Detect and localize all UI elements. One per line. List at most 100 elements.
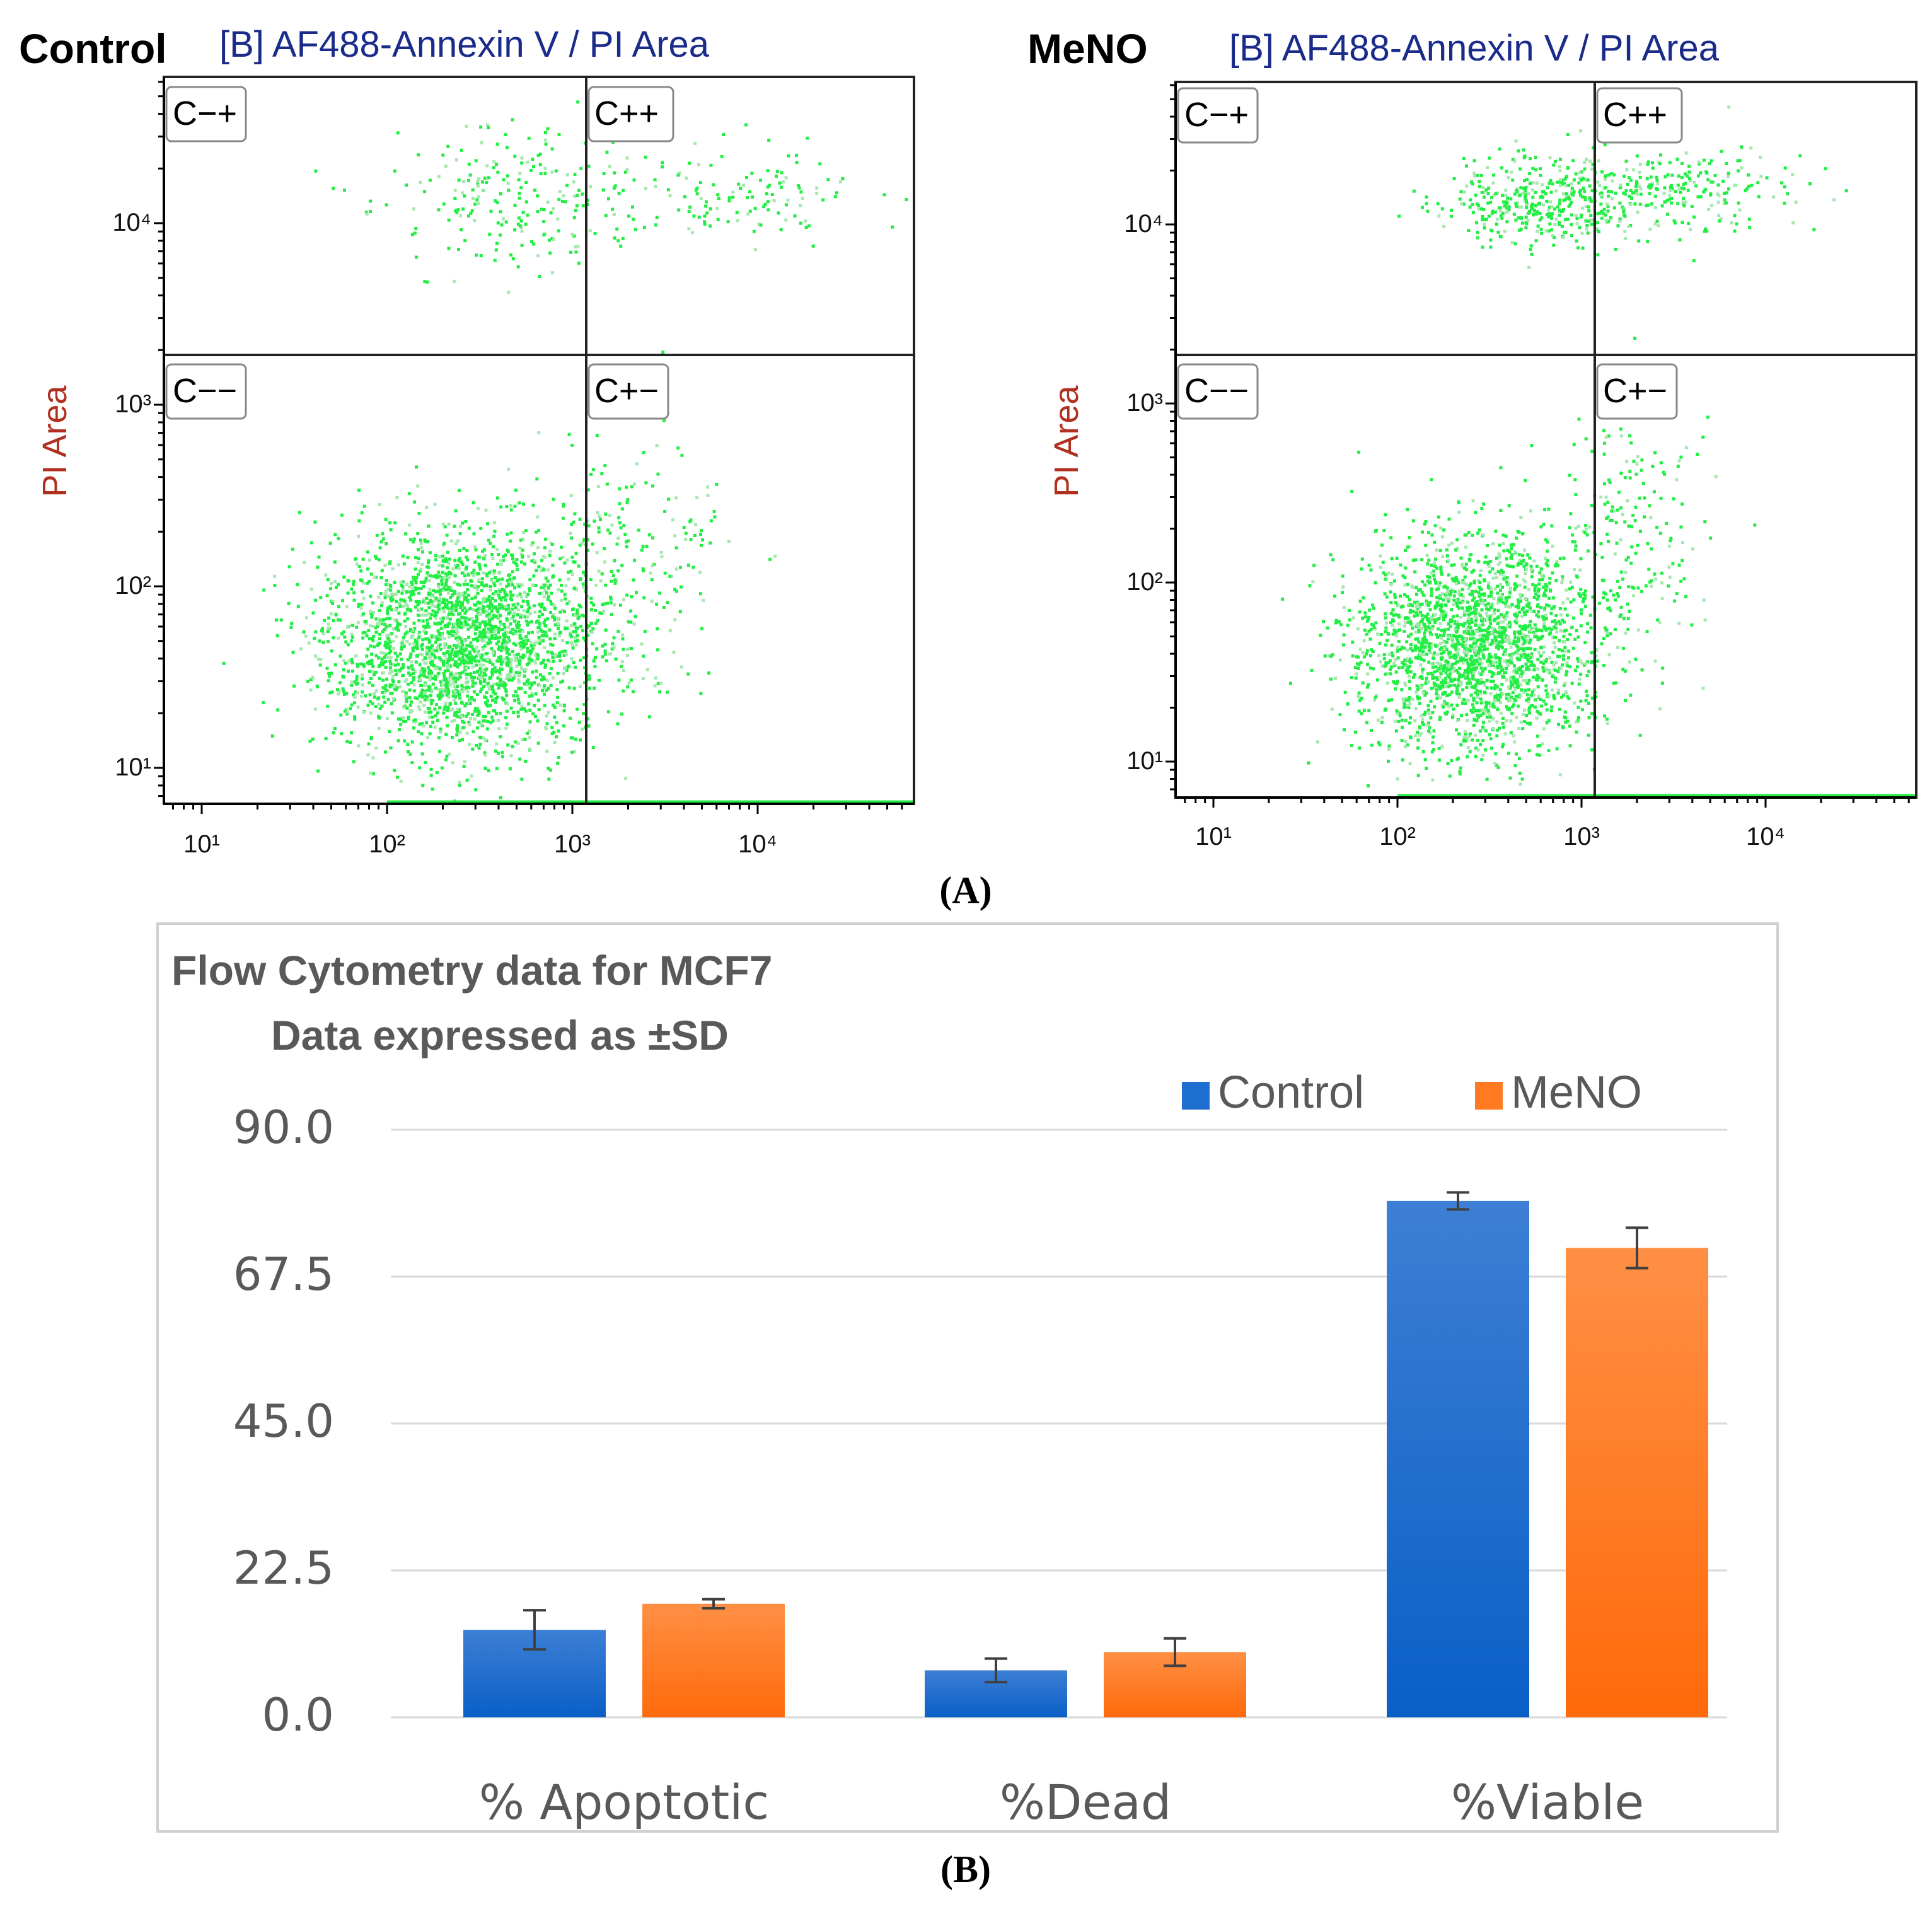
scatter-point <box>660 551 663 554</box>
scatter-point <box>427 612 431 615</box>
scatter-point <box>565 184 569 187</box>
scatter-point <box>276 709 279 712</box>
scatter-point <box>1580 557 1583 560</box>
scatter-point <box>482 557 485 560</box>
scatter-point <box>575 552 578 555</box>
scatter-point <box>1517 562 1520 565</box>
scatter-point <box>528 687 531 690</box>
scatter-point <box>524 738 527 741</box>
scatter-point <box>1411 698 1414 701</box>
scatter-point <box>565 584 568 588</box>
y-tick-label: 10¹ <box>115 753 151 781</box>
scatter-point <box>1639 734 1642 737</box>
scatter-point <box>522 600 525 603</box>
scatter-point <box>353 701 356 704</box>
scatter-point <box>1565 673 1568 676</box>
scatter-point <box>1583 641 1587 644</box>
scatter-point <box>518 501 521 504</box>
scatter-point <box>376 697 379 700</box>
scatter-point <box>1397 666 1401 670</box>
scatter-point <box>1455 614 1459 617</box>
scatter-point <box>1467 746 1470 749</box>
scatter-point <box>456 639 459 642</box>
scatter-point <box>314 630 317 634</box>
scatter-point <box>611 642 614 645</box>
scatter-point <box>1495 734 1498 738</box>
scatter-point <box>311 738 315 741</box>
scatter-point <box>551 564 554 567</box>
scatter-point <box>309 688 313 692</box>
scatter-point <box>439 617 443 620</box>
scatter-point <box>385 689 388 692</box>
scatter-point <box>479 527 482 530</box>
scatter-point <box>1442 651 1445 654</box>
y-tick-label: 10² <box>115 572 151 600</box>
scatter-point <box>462 547 465 550</box>
scatter-point <box>389 746 392 750</box>
scatter-point <box>402 588 405 591</box>
scatter-point <box>458 601 461 604</box>
scatter-point <box>537 431 540 434</box>
scatter-point <box>381 569 384 572</box>
scatter-point <box>342 659 345 662</box>
scatter-point <box>378 558 381 561</box>
scatter-point <box>574 640 577 643</box>
scatter-point <box>460 715 463 718</box>
scatter-point <box>1383 653 1386 656</box>
scatter-point <box>436 637 439 640</box>
scatter-point <box>499 735 502 738</box>
scatter-point <box>1316 740 1319 743</box>
scatter-point <box>1492 717 1495 721</box>
scatter-point <box>409 704 412 707</box>
scatter-point <box>475 664 478 667</box>
scatter-point <box>444 702 448 705</box>
scatter-point <box>1623 617 1626 620</box>
scatter-point <box>484 715 487 718</box>
scatter-point <box>486 699 489 702</box>
scatter-point <box>520 560 523 564</box>
scatter-point <box>385 684 388 687</box>
scatter-point <box>369 737 373 740</box>
scatter-point <box>1406 546 1409 549</box>
scatter-point <box>483 767 487 770</box>
scatter-point <box>690 538 693 541</box>
scatter-point <box>1382 561 1385 564</box>
scatter-point <box>1528 624 1531 627</box>
scatter-point <box>557 672 560 675</box>
scatter-point <box>1519 516 1522 519</box>
scatter-point <box>1495 557 1498 560</box>
scatter-point <box>442 598 445 601</box>
scatter-point <box>768 558 772 561</box>
scatter-point <box>594 656 597 659</box>
scatter-point <box>1519 596 1522 600</box>
scatter-point <box>566 559 569 562</box>
scatter-point <box>1442 598 1445 601</box>
scatter-point <box>1461 588 1464 591</box>
scatter-point <box>675 589 678 593</box>
scatter-point <box>540 559 543 562</box>
scatter-point <box>468 686 471 689</box>
scatter-point <box>606 602 609 605</box>
scatter-point <box>402 690 405 693</box>
scatter-point <box>429 179 432 182</box>
scatter-point <box>1536 629 1539 632</box>
scatter-point <box>1567 649 1570 653</box>
scatter-point <box>1451 663 1454 666</box>
scatter-point <box>443 646 446 649</box>
scatter-point <box>516 564 519 567</box>
scatter-point <box>386 617 389 620</box>
scatter-point <box>1366 672 1369 675</box>
scatter-point <box>402 663 405 666</box>
scatter-point <box>500 668 504 671</box>
scatter-point <box>545 634 548 637</box>
scatter-point <box>557 198 560 201</box>
scatter-point <box>777 211 780 214</box>
scatter-point <box>495 683 499 686</box>
scatter-point <box>1510 646 1513 649</box>
scatter-point <box>1491 702 1495 705</box>
scatter-point <box>1373 699 1376 702</box>
scatter-point <box>571 608 574 611</box>
scatter-point <box>343 189 346 192</box>
scatter-point <box>375 631 378 634</box>
scatter-point <box>351 670 354 673</box>
